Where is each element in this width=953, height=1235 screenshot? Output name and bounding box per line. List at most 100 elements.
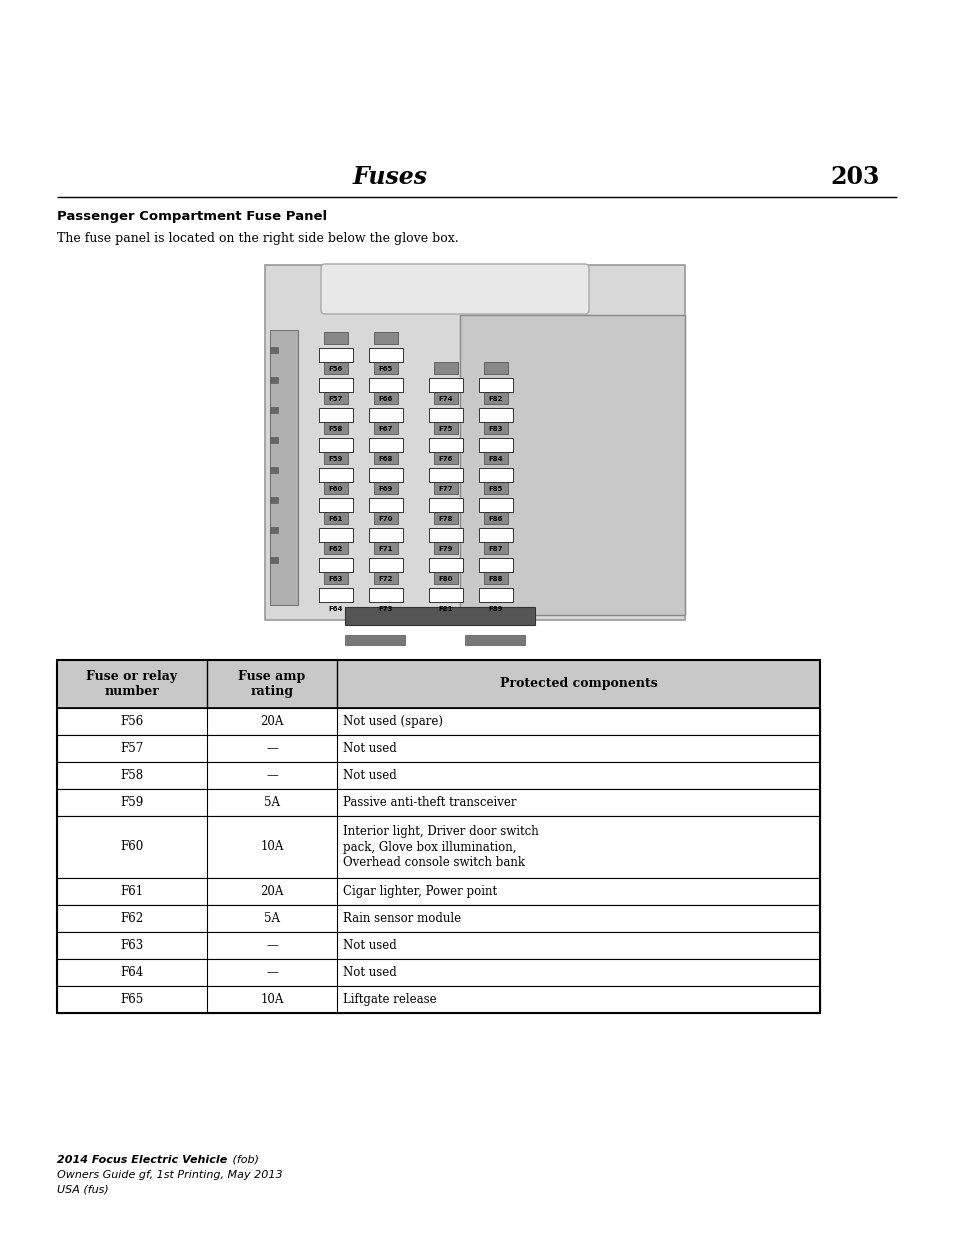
Bar [270,377,277,383]
Bar [318,438,353,452]
Text: F82: F82 [488,396,502,403]
Text: F66: F66 [378,396,393,403]
Bar [270,330,297,605]
Text: F73: F73 [378,606,393,613]
Text: F65: F65 [378,366,393,372]
Text: F57: F57 [329,396,343,403]
Bar [374,482,397,494]
Bar [270,467,277,473]
Text: Owners Guide gf, 1st Printing, May 2013: Owners Guide gf, 1st Printing, May 2013 [57,1170,282,1179]
Text: Fuse or relay
number: Fuse or relay number [87,671,177,698]
Bar [429,378,462,391]
Bar [374,362,397,374]
Bar [429,498,462,513]
Bar [483,422,507,433]
Bar [318,378,353,391]
Text: 2014 Focus Electric Vehicle: 2014 Focus Electric Vehicle [57,1155,227,1165]
Text: F65: F65 [120,993,144,1007]
Text: 20A: 20A [260,715,283,727]
Bar [318,348,353,362]
Bar [57,878,820,905]
Bar [478,378,513,391]
Text: Cigar lighter, Power point: Cigar lighter, Power point [343,885,497,898]
Text: F58: F58 [120,769,143,782]
Text: Protected components: Protected components [499,678,657,690]
Text: F88: F88 [488,576,503,582]
Bar [483,542,507,555]
Text: F69: F69 [378,487,393,492]
Text: Not used: Not used [343,966,396,979]
Bar [483,513,507,524]
Bar [345,606,535,625]
Text: F63: F63 [120,939,144,952]
Text: F64: F64 [120,966,144,979]
Bar [57,816,820,878]
Bar [369,558,402,572]
Text: F70: F70 [378,516,393,522]
Bar [374,513,397,524]
Bar [429,438,462,452]
Bar [324,362,348,374]
Bar [57,762,820,789]
Bar [369,438,402,452]
Text: Not used: Not used [343,769,396,782]
Text: F71: F71 [378,546,393,552]
Bar [318,498,353,513]
Text: F59: F59 [329,456,343,462]
Text: Passive anti-theft transceiver: Passive anti-theft transceiver [343,797,516,809]
Bar [324,391,348,404]
Text: F83: F83 [488,426,503,432]
Text: F59: F59 [120,797,144,809]
Text: 203: 203 [830,165,879,189]
Text: F60: F60 [329,487,343,492]
Bar [434,362,457,374]
Bar [57,659,820,708]
Text: Rain sensor module: Rain sensor module [343,911,460,925]
Text: F76: F76 [438,456,453,462]
Text: F75: F75 [438,426,453,432]
Bar [324,452,348,464]
Text: Fuses: Fuses [352,165,427,189]
Bar [483,362,507,374]
Text: F89: F89 [488,606,503,613]
Bar [478,408,513,422]
Text: F81: F81 [438,606,453,613]
Bar [478,588,513,601]
Bar [434,452,457,464]
Text: —: — [266,939,277,952]
Text: Liftgate release: Liftgate release [343,993,436,1007]
Text: F84: F84 [488,456,503,462]
Text: 5A: 5A [264,797,280,809]
Text: F61: F61 [329,516,343,522]
Text: 20A: 20A [260,885,283,898]
Bar [434,542,457,555]
Bar [318,408,353,422]
Bar [374,452,397,464]
Bar [57,708,820,735]
Bar [429,529,462,542]
Bar [374,422,397,433]
Bar [478,498,513,513]
Bar [429,558,462,572]
Text: Not used: Not used [343,742,396,755]
Bar [429,468,462,482]
Bar [434,391,457,404]
Bar [369,468,402,482]
Bar [324,332,348,345]
Text: Fuse amp
rating: Fuse amp rating [238,671,305,698]
Text: F80: F80 [438,576,453,582]
Text: Not used: Not used [343,939,396,952]
Text: F67: F67 [378,426,393,432]
Text: F60: F60 [120,841,144,853]
Text: F62: F62 [120,911,143,925]
Bar [270,496,277,503]
Text: F74: F74 [438,396,453,403]
Bar [270,347,277,353]
Bar [369,529,402,542]
Bar [434,482,457,494]
Bar [345,635,405,645]
Bar [374,542,397,555]
Bar [270,437,277,443]
Bar [483,482,507,494]
Text: Interior light, Driver door switch
pack, Glove box illumination,
Overhead consol: Interior light, Driver door switch pack,… [343,825,538,868]
